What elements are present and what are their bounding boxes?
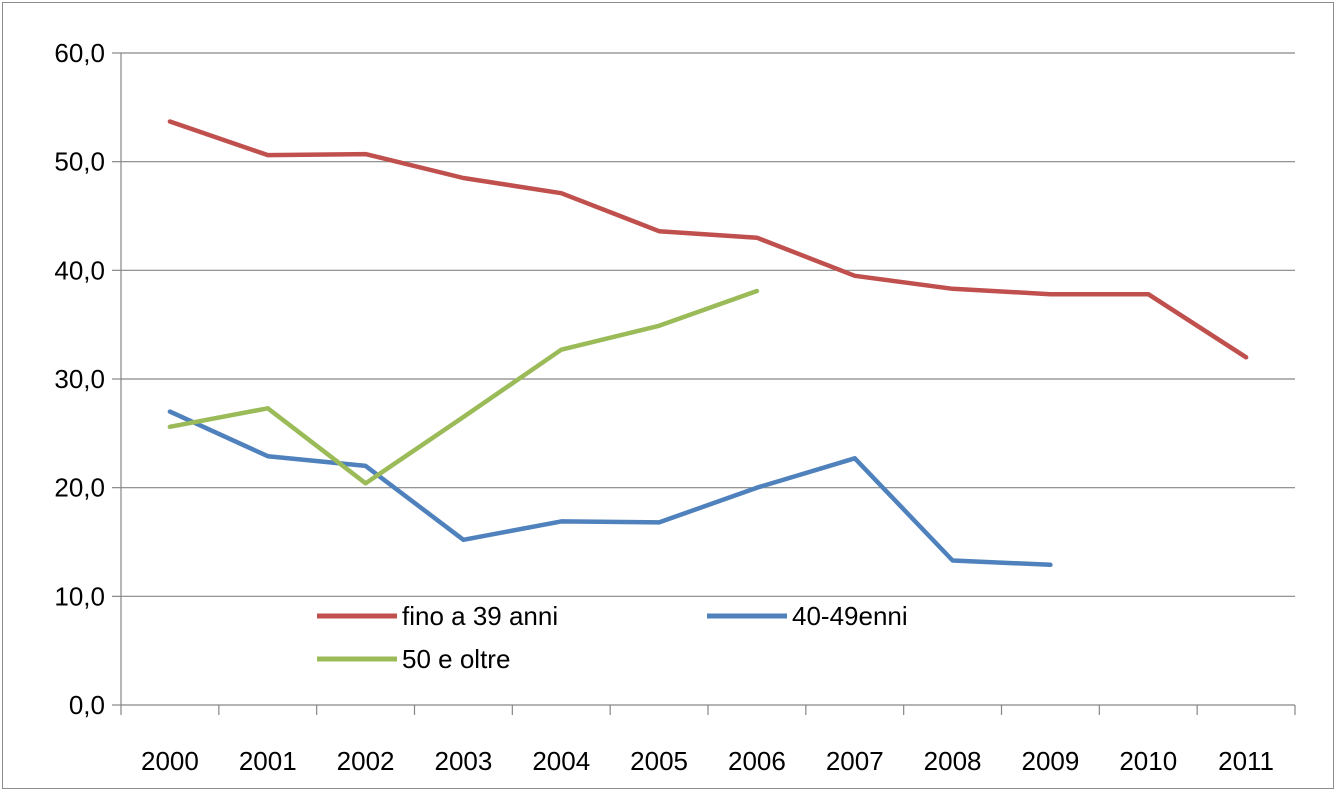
x-tick-label-2002: 2002 <box>337 746 395 776</box>
x-tick-label-2011: 2011 <box>1218 746 1274 776</box>
y-tick-label-0: 0,0 <box>69 690 105 720</box>
y-tick-label-2: 20,0 <box>54 473 105 503</box>
x-tick-label-2008: 2008 <box>924 746 982 776</box>
x-tick-label-2003: 2003 <box>434 746 492 776</box>
series-lines <box>167 119 1249 568</box>
legend-label-fino-a-39: fino a 39 anni <box>402 601 558 631</box>
x-tick-label-2001: 2001 <box>239 746 297 776</box>
y-tick-label-5: 50,0 <box>54 147 105 177</box>
y-tick-label-3: 30,0 <box>54 364 105 394</box>
series-line-40-49enni <box>167 409 1053 568</box>
y-tick-label-4: 40,0 <box>54 255 105 285</box>
x-tick-label-2009: 2009 <box>1021 746 1079 776</box>
x-tick-label-2006: 2006 <box>728 746 786 776</box>
y-tick-label-1: 10,0 <box>54 581 105 611</box>
x-tick-labels: 2000 2001 2002 2003 2004 2005 2006 2007 2008 2009… <box>141 746 1274 776</box>
y-tick-label-6: 60,0 <box>54 38 105 68</box>
x-tick-label-2000: 2000 <box>141 746 199 776</box>
x-tick-label-2010: 2010 <box>1119 746 1177 776</box>
gridlines <box>121 52 1295 597</box>
legend-label-50-oltre: 50 e oltre <box>402 644 510 674</box>
series-line-50-e-oltre <box>167 288 760 486</box>
x-tick-label-2007: 2007 <box>826 746 884 776</box>
x-tick-label-2005: 2005 <box>630 746 688 776</box>
series-line-fino-a-39-anni <box>167 119 1249 360</box>
legend-label-40-49: 40-49enni <box>792 601 908 631</box>
axes <box>112 52 1296 715</box>
y-tick-labels: 0,0 10,0 20,0 30,0 40,0 50,0 60,0 <box>54 38 105 720</box>
legend: fino a 39 anni 40-49enni 50 e oltre <box>317 601 908 674</box>
x-tick-label-2004: 2004 <box>532 746 590 776</box>
